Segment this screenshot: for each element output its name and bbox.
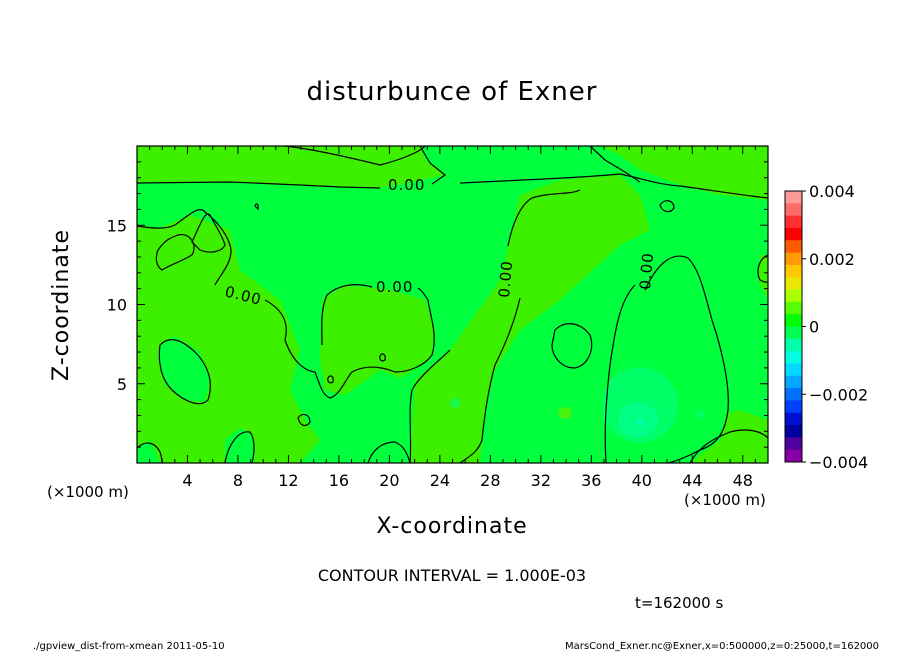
colorbar-swatch bbox=[785, 388, 802, 401]
contour-line bbox=[224, 431, 255, 464]
colorbar-swatch bbox=[785, 338, 802, 352]
contour-line bbox=[155, 233, 195, 271]
contour-label: 0.00 bbox=[495, 260, 516, 299]
colorbar-swatch bbox=[785, 449, 802, 463]
contour-line bbox=[409, 349, 451, 464]
time-label: t=162000 s bbox=[635, 594, 724, 612]
x-axis-unit: (×1000 m) bbox=[684, 491, 766, 509]
colorbar-label: 0.004 bbox=[809, 182, 855, 201]
x-tick-label: 40 bbox=[632, 471, 652, 490]
colorbar bbox=[784, 190, 806, 463]
contour-line bbox=[589, 145, 641, 183]
x-tick-label: 8 bbox=[233, 471, 243, 490]
field-region-positive bbox=[600, 146, 768, 200]
colorbar-swatch bbox=[785, 425, 802, 438]
colorbar-swatch bbox=[785, 326, 802, 340]
zero-contours bbox=[136, 145, 769, 464]
colorbar-labels: 0.004 0.002 0 −0.002 −0.004 bbox=[809, 182, 868, 472]
field-region-negative-core bbox=[636, 418, 644, 426]
contour-line bbox=[459, 173, 769, 199]
contour-line bbox=[136, 208, 232, 286]
contour-line bbox=[459, 297, 521, 464]
contour-line bbox=[659, 200, 675, 213]
colorbar-swatch bbox=[785, 301, 802, 315]
footer-left: ./gpview_dist-from-xmean 2011-05-10 bbox=[33, 641, 225, 652]
x-tick-label: 44 bbox=[682, 471, 702, 490]
contour-line bbox=[191, 213, 226, 253]
field-region-negative bbox=[158, 336, 210, 402]
colorbar-swatch bbox=[785, 252, 802, 266]
colorbar-swatch bbox=[785, 240, 802, 254]
contour-line bbox=[136, 181, 381, 189]
y-tick-label: 10 bbox=[107, 296, 127, 315]
contour-line bbox=[284, 145, 426, 166]
colorbar-swatch bbox=[785, 264, 802, 278]
colorbar-swatch bbox=[785, 351, 802, 364]
contour-line bbox=[297, 413, 311, 427]
colorbar-label: 0.002 bbox=[809, 250, 855, 269]
field-region-negative bbox=[550, 322, 592, 368]
x-tick-label: 24 bbox=[430, 471, 450, 490]
colorbar-swatch bbox=[785, 400, 802, 414]
contour-label: 0.00 bbox=[636, 252, 657, 291]
contour-label: 0.00 bbox=[376, 278, 413, 296]
contour-line bbox=[419, 145, 447, 185]
field-region-negative bbox=[225, 428, 255, 463]
x-tick-label: 12 bbox=[278, 471, 298, 490]
colorbar-swatch bbox=[785, 314, 802, 327]
field-region-negative-spot bbox=[696, 410, 704, 418]
colorbar-swatch bbox=[785, 227, 802, 241]
field-region-positive bbox=[320, 285, 435, 395]
contour-line bbox=[158, 339, 211, 405]
contour-line bbox=[604, 284, 636, 464]
colorbar-swatch bbox=[785, 203, 802, 217]
contour-line bbox=[321, 284, 373, 346]
contour-line bbox=[327, 375, 334, 384]
x-tick-label: 48 bbox=[733, 471, 753, 490]
contour-line bbox=[551, 323, 593, 369]
x-tick-label: 32 bbox=[531, 471, 551, 490]
chart-title: disturbunce of Exner bbox=[306, 77, 598, 107]
field-region-positive bbox=[137, 215, 320, 463]
contour-line bbox=[264, 287, 435, 399]
contour-line bbox=[379, 353, 386, 362]
colorbar-label: 0 bbox=[809, 318, 819, 337]
x-tick-label: 4 bbox=[182, 471, 192, 490]
colorbar-swatch bbox=[785, 437, 802, 451]
colorbar-swatch bbox=[785, 289, 802, 303]
contour-line bbox=[254, 203, 259, 211]
contour-interval: CONTOUR INTERVAL = 1.000E-03 bbox=[317, 566, 587, 585]
axis-ticks bbox=[137, 146, 768, 463]
y-axis-unit: (×1000 m) bbox=[47, 483, 129, 501]
x-axis-label: X-coordinate bbox=[376, 514, 528, 539]
footer-right: MarsCond_Exner.nc@Exner,x=0:500000,z=0:2… bbox=[565, 641, 880, 652]
colorbar-swatch bbox=[785, 363, 802, 377]
field-region-negative bbox=[368, 440, 410, 463]
contour-line bbox=[757, 254, 769, 283]
colorbar-label: −0.002 bbox=[809, 385, 868, 404]
field-region-positive-spot bbox=[558, 407, 572, 419]
y-tick-label: 15 bbox=[107, 216, 127, 235]
field-region-negative bbox=[137, 440, 160, 463]
colorbar-swatch bbox=[785, 191, 802, 204]
x-tick-label: 28 bbox=[480, 471, 500, 490]
x-tick-label: 16 bbox=[329, 471, 349, 490]
x-tick-label: 36 bbox=[581, 471, 601, 490]
field-region-negative-spot bbox=[450, 398, 460, 408]
contour-line bbox=[689, 429, 769, 464]
x-tick-label: 20 bbox=[379, 471, 399, 490]
colorbar-swatch bbox=[785, 277, 802, 291]
colorbar-swatch bbox=[785, 375, 802, 389]
contour-line bbox=[507, 189, 581, 247]
y-tick-label: 5 bbox=[117, 375, 127, 394]
colorbar-label: −0.004 bbox=[809, 453, 868, 472]
colorbar-swatch bbox=[785, 215, 802, 229]
field-region-positive bbox=[137, 146, 445, 188]
field-region-positive bbox=[410, 175, 650, 463]
contour-line bbox=[367, 441, 411, 464]
contour-label: 0.00 bbox=[388, 176, 425, 194]
colorbar-swatch bbox=[785, 412, 802, 426]
